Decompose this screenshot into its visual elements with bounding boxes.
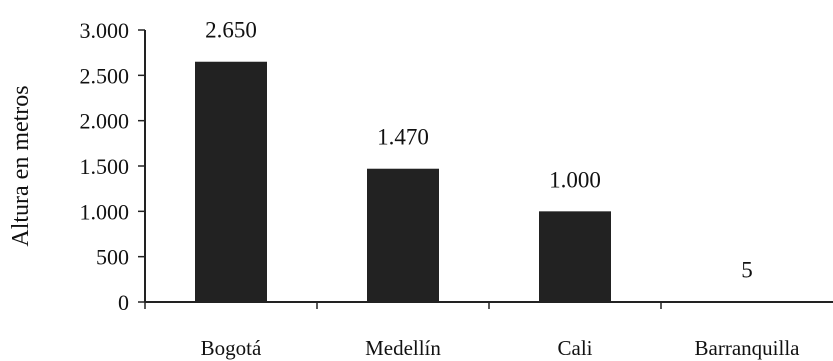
y-tick-label: 500 bbox=[96, 245, 129, 270]
bar-value-label: 1.470 bbox=[377, 125, 429, 150]
bar bbox=[539, 211, 611, 302]
x-category-label: Medellín bbox=[365, 336, 441, 360]
bar bbox=[195, 61, 267, 302]
bar bbox=[367, 168, 439, 302]
y-tick-label: 1.000 bbox=[80, 199, 130, 224]
y-axis-title: Altura en metros bbox=[8, 85, 34, 246]
bar-value-label: 2.650 bbox=[205, 18, 257, 43]
y-tick-label: 1.500 bbox=[80, 154, 130, 179]
y-axis-ticks: 0 500 1.000 1.500 2.000 2.500 3.000 bbox=[80, 18, 145, 315]
bars-group: 2.650 1.470 1.000 5 bbox=[195, 18, 783, 303]
bar-value-label: 5 bbox=[741, 258, 753, 283]
x-category-label: Barranquilla bbox=[695, 336, 801, 360]
y-tick-label: 2.000 bbox=[80, 109, 130, 134]
x-category-label: Bogotá bbox=[201, 336, 262, 360]
x-axis-ticks: Bogotá Medellín Cali Barranquilla bbox=[144, 302, 801, 360]
y-tick-label: 3.000 bbox=[80, 18, 130, 43]
y-tick-label: 2.500 bbox=[80, 63, 130, 88]
y-tick-label: 0 bbox=[118, 290, 129, 315]
bar-value-label: 1.000 bbox=[549, 167, 601, 192]
x-category-label: Cali bbox=[558, 336, 593, 360]
